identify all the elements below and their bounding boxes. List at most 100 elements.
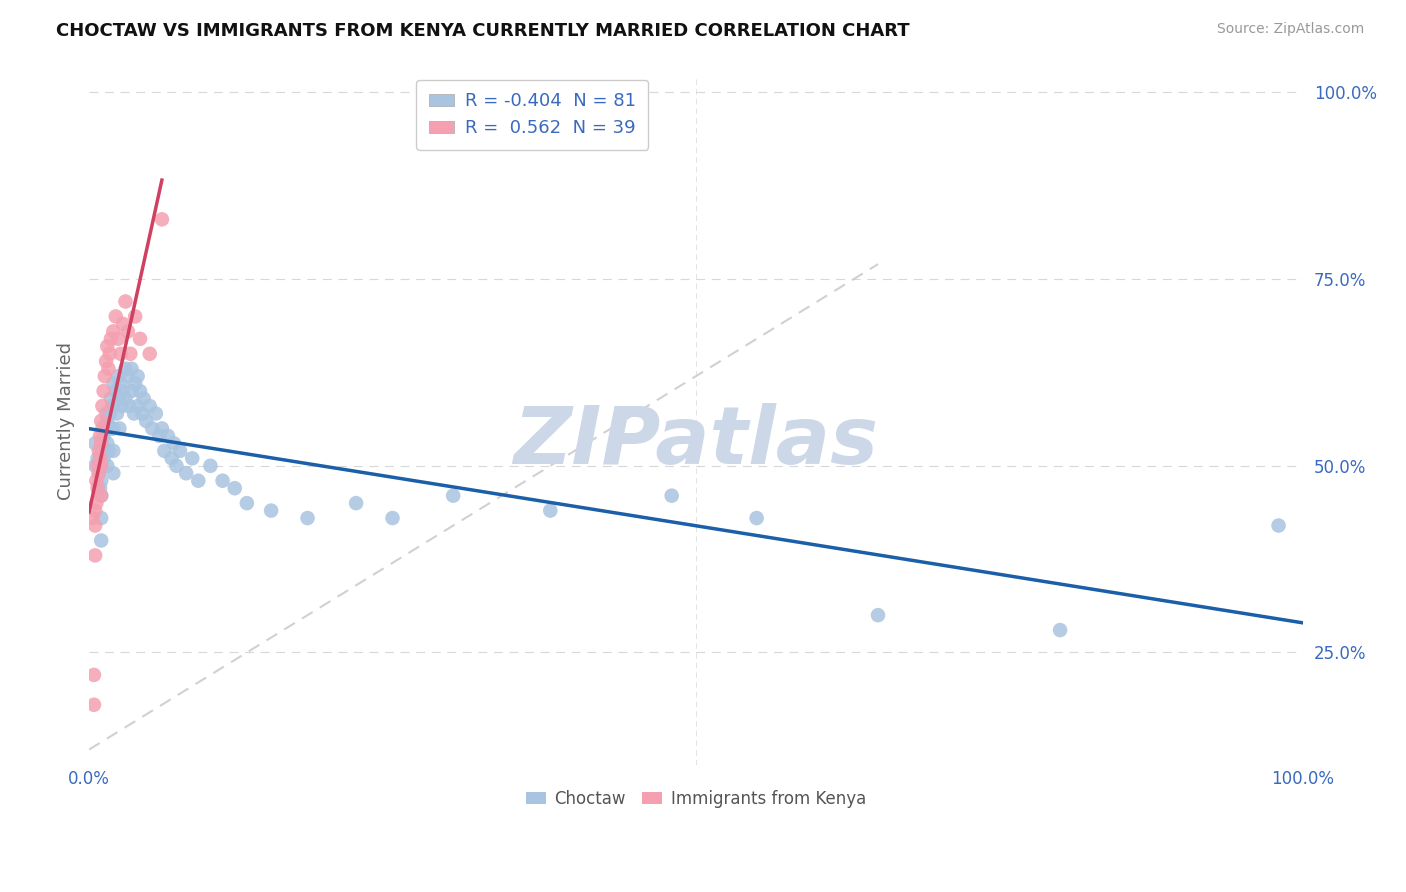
- Point: [84, 436, 107, 450]
- Point: [100, 332, 122, 346]
- Point: [661, 489, 683, 503]
- Point: [91, 399, 114, 413]
- Point: [1267, 518, 1289, 533]
- Point: [129, 384, 152, 398]
- Point: [114, 294, 136, 309]
- Point: [112, 384, 135, 398]
- Point: [94, 443, 117, 458]
- Point: [94, 354, 117, 368]
- Point: [148, 429, 170, 443]
- Point: [132, 392, 155, 406]
- Point: [156, 429, 179, 443]
- Point: [381, 511, 404, 525]
- Text: ZIPatlas: ZIPatlas: [513, 402, 879, 481]
- Point: [87, 467, 110, 481]
- Point: [131, 407, 153, 421]
- Point: [120, 347, 142, 361]
- Point: [114, 392, 136, 406]
- Point: [104, 384, 127, 398]
- Point: [117, 369, 139, 384]
- Point: [89, 451, 111, 466]
- Point: [105, 407, 128, 421]
- Point: [224, 481, 246, 495]
- Point: [297, 511, 319, 525]
- Point: [83, 668, 105, 682]
- Point: [441, 489, 464, 503]
- Point: [127, 369, 149, 384]
- Point: [129, 332, 152, 346]
- Point: [108, 421, 131, 435]
- Point: [93, 384, 115, 398]
- Point: [90, 414, 112, 428]
- Point: [187, 474, 209, 488]
- Point: [100, 392, 122, 406]
- Point: [86, 451, 108, 466]
- Point: [160, 451, 183, 466]
- Point: [86, 458, 108, 473]
- Point: [94, 407, 117, 421]
- Legend: Choctaw, Immigrants from Kenya: Choctaw, Immigrants from Kenya: [519, 783, 873, 814]
- Point: [93, 451, 115, 466]
- Point: [83, 698, 105, 712]
- Point: [86, 474, 108, 488]
- Point: [96, 339, 118, 353]
- Point: [90, 443, 112, 458]
- Point: [174, 467, 197, 481]
- Point: [200, 458, 222, 473]
- Point: [98, 407, 121, 421]
- Point: [96, 414, 118, 428]
- Point: [84, 549, 107, 563]
- Point: [121, 384, 143, 398]
- Point: [114, 361, 136, 376]
- Text: Source: ZipAtlas.com: Source: ZipAtlas.com: [1216, 22, 1364, 37]
- Point: [103, 421, 125, 435]
- Text: CHOCTAW VS IMMIGRANTS FROM KENYA CURRENTLY MARRIED CORRELATION CHART: CHOCTAW VS IMMIGRANTS FROM KENYA CURRENT…: [56, 22, 910, 40]
- Point: [107, 332, 129, 346]
- Y-axis label: Currently Married: Currently Married: [58, 342, 75, 500]
- Point: [169, 443, 191, 458]
- Point: [90, 489, 112, 503]
- Point: [103, 467, 125, 481]
- Point: [110, 347, 132, 361]
- Point: [111, 399, 134, 413]
- Point: [260, 503, 283, 517]
- Point: [94, 421, 117, 435]
- Point: [90, 511, 112, 525]
- Point: [104, 310, 127, 324]
- Point: [84, 458, 107, 473]
- Point: [84, 503, 107, 517]
- Point: [96, 436, 118, 450]
- Point: [86, 496, 108, 510]
- Point: [89, 481, 111, 495]
- Point: [141, 421, 163, 435]
- Point: [866, 608, 889, 623]
- Point: [145, 407, 167, 421]
- Point: [118, 399, 141, 413]
- Point: [110, 376, 132, 391]
- Point: [127, 399, 149, 413]
- Point: [745, 511, 768, 525]
- Point: [90, 474, 112, 488]
- Point: [107, 369, 129, 384]
- Point: [97, 361, 120, 376]
- Point: [124, 310, 146, 324]
- Point: [94, 369, 117, 384]
- Point: [103, 376, 125, 391]
- Point: [90, 436, 112, 450]
- Point: [139, 347, 162, 361]
- Point: [91, 421, 114, 435]
- Point: [124, 376, 146, 391]
- Point: [112, 317, 135, 331]
- Point: [538, 503, 561, 517]
- Point: [181, 451, 204, 466]
- Point: [101, 399, 124, 413]
- Point: [90, 458, 112, 473]
- Point: [103, 399, 125, 413]
- Point: [90, 458, 112, 473]
- Point: [103, 443, 125, 458]
- Point: [211, 474, 233, 488]
- Point: [98, 347, 121, 361]
- Point: [86, 481, 108, 495]
- Point: [1049, 623, 1071, 637]
- Point: [153, 443, 176, 458]
